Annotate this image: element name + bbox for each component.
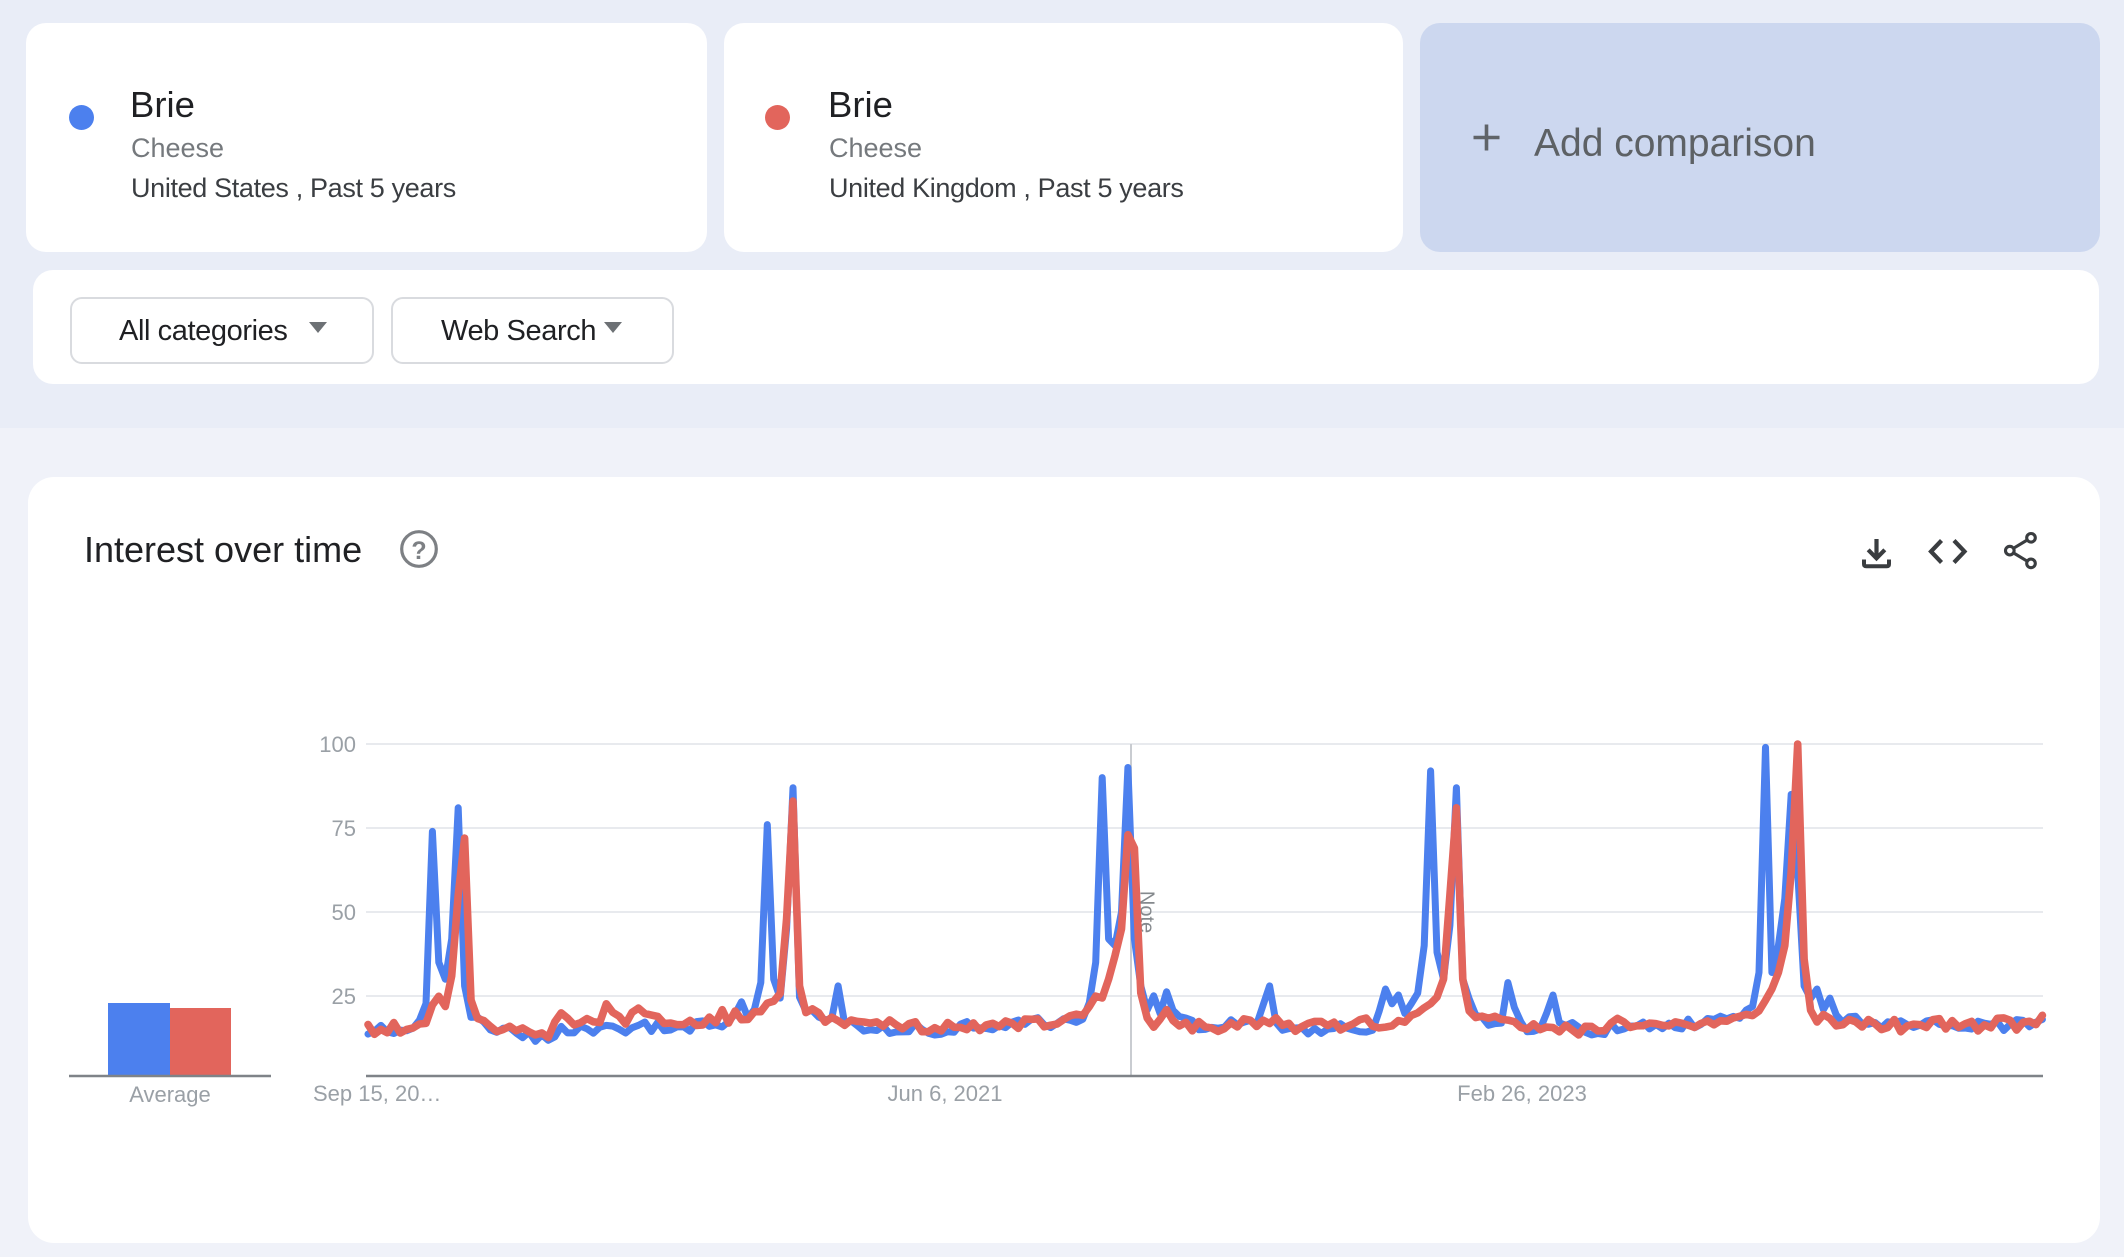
svg-text:100: 100 <box>319 732 356 757</box>
svg-text:25: 25 <box>332 984 356 1009</box>
svg-text:50: 50 <box>332 900 356 925</box>
svg-text:?: ? <box>411 537 426 565</box>
svg-text:Average: Average <box>129 1082 211 1107</box>
svg-text:Feb 26, 2023: Feb 26, 2023 <box>1457 1081 1587 1106</box>
svg-text:Sep 15, 20…: Sep 15, 20… <box>313 1081 441 1106</box>
svg-text:75: 75 <box>332 816 356 841</box>
svg-text:Jun 6, 2021: Jun 6, 2021 <box>888 1081 1003 1106</box>
